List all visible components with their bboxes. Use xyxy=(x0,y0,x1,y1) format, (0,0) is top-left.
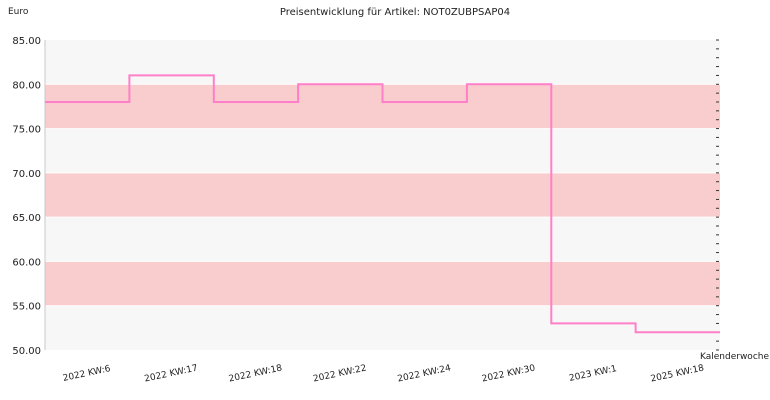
y-tick-label: 55.00 xyxy=(12,302,41,313)
y-tick-label: 80.00 xyxy=(12,80,41,91)
x-tick-label: 2025 KW:18 xyxy=(650,363,705,384)
x-tick-label: 2023 KW:1 xyxy=(568,364,618,384)
background-bands xyxy=(44,40,720,350)
band-0 xyxy=(45,305,720,350)
y-tick-label: 65.00 xyxy=(12,213,41,224)
band-4 xyxy=(45,128,720,173)
x-tick-label: 2022 KW:22 xyxy=(312,364,367,385)
x-tick-label: 2022 KW:24 xyxy=(397,363,452,384)
y-tick-label: 85.00 xyxy=(12,36,41,47)
price-step-line xyxy=(45,74,720,334)
x-tick-label: 2022 KW:17 xyxy=(144,364,199,385)
x-tick-label: 2022 KW:6 xyxy=(62,364,112,384)
x-tick-label: 2022 KW:30 xyxy=(481,363,536,384)
x-tick-label: 2022 KW:18 xyxy=(228,363,283,384)
y-tick-label: 70.00 xyxy=(12,169,41,180)
y-tick-label: 50.00 xyxy=(12,346,41,357)
y-tick-label: 60.00 xyxy=(12,257,41,268)
x-axis-ticks: 2022 KW:6 2022 KW:17 2022 KW:18 2022 KW:22 2… xyxy=(62,363,705,384)
band-1 xyxy=(45,261,720,306)
x-axis-label: Kalenderwoche xyxy=(700,352,769,362)
series-layer xyxy=(45,74,720,334)
band-2 xyxy=(45,217,720,262)
y-axis-label: Euro xyxy=(8,7,29,17)
chart-title: Preisentwicklung für Artikel: NOT0ZUBPSA… xyxy=(280,7,510,18)
y-tick-label: 75.00 xyxy=(12,125,41,136)
y-axis-ticks: 50.00 55.00 60.00 65.00 70.00 75.00 80.00 85.00 xyxy=(12,36,41,357)
band-3 xyxy=(45,172,720,218)
band-6 xyxy=(45,40,720,85)
